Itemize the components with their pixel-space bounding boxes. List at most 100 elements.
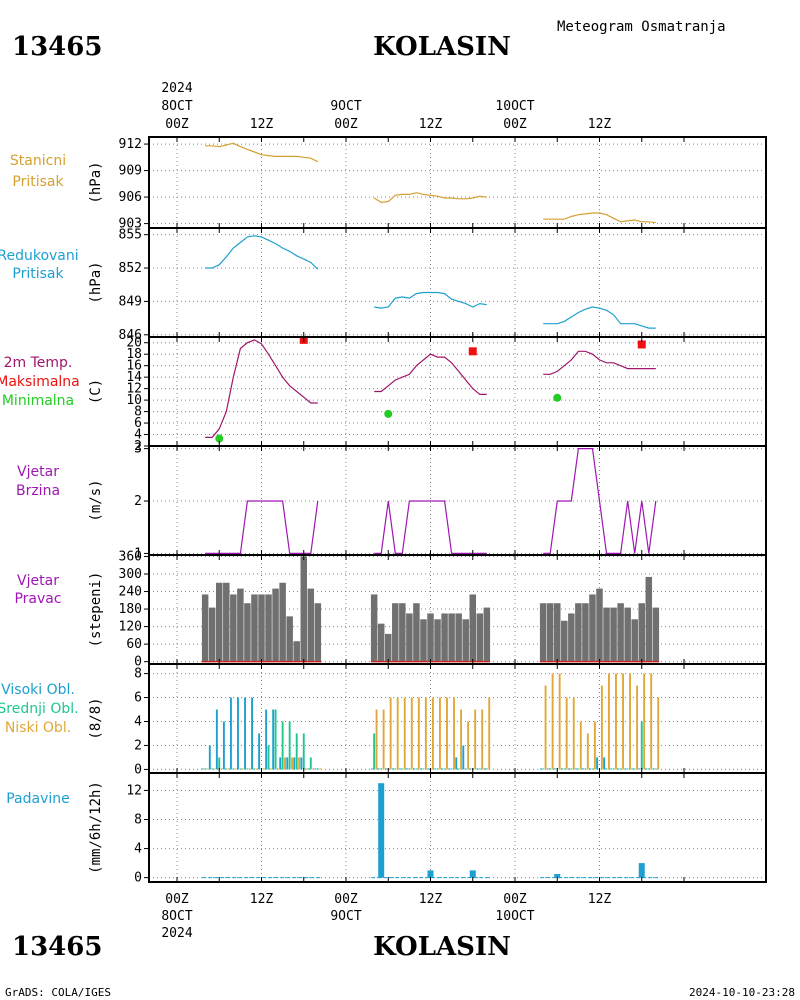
direction-bar bbox=[265, 594, 272, 662]
bottom-time-label: 00Z bbox=[334, 892, 358, 907]
y-tick-label: 16 bbox=[126, 359, 142, 374]
y-tick-label: 0 bbox=[134, 762, 142, 777]
direction-bar bbox=[307, 588, 315, 662]
cloud-bar bbox=[657, 697, 660, 770]
direction-bar bbox=[223, 582, 230, 662]
cloud-bar bbox=[582, 768, 584, 770]
direction-bar bbox=[258, 594, 265, 662]
y-axis-label: (stepeni) bbox=[88, 572, 104, 648]
bottom-time-label: 8OCT bbox=[161, 909, 192, 924]
direction-bar bbox=[546, 603, 554, 662]
direction-bar bbox=[455, 613, 462, 662]
direction-bar bbox=[293, 641, 300, 662]
direction-bar bbox=[483, 607, 491, 662]
panel-label: Vjetar bbox=[17, 573, 59, 589]
cloud-bar bbox=[201, 768, 204, 770]
cloud-bar bbox=[382, 709, 385, 770]
series-line bbox=[205, 235, 319, 270]
y-tick-label: 8 bbox=[134, 667, 142, 682]
y-tick-label: 120 bbox=[119, 620, 142, 635]
top-time-label: 12Z bbox=[250, 117, 274, 132]
cloud-bar bbox=[584, 768, 587, 770]
direction-bar bbox=[575, 603, 582, 662]
series-line bbox=[374, 353, 487, 395]
cloud-bar bbox=[312, 768, 315, 770]
tmax-marker bbox=[468, 347, 477, 356]
cloud-bar bbox=[279, 757, 282, 770]
cloud-bar bbox=[446, 697, 448, 770]
direction-bar bbox=[427, 613, 434, 662]
direction-bar bbox=[377, 623, 385, 662]
panel-label: Vjetar bbox=[17, 464, 59, 480]
direction-bar bbox=[244, 603, 251, 662]
series-line bbox=[543, 448, 657, 555]
cloud-bar bbox=[605, 768, 608, 770]
y-tick-label: 2 bbox=[134, 738, 142, 753]
cloud-bar bbox=[579, 721, 582, 770]
cloud-bar bbox=[551, 673, 554, 770]
direction-bar bbox=[413, 603, 420, 662]
cloud-bar bbox=[204, 768, 207, 770]
bottom-time-label: 10OCT bbox=[495, 909, 534, 924]
direction-bar bbox=[420, 619, 427, 662]
cloud-bar bbox=[408, 768, 411, 770]
precip-bar bbox=[378, 783, 385, 878]
cloud-bar bbox=[394, 768, 397, 770]
cloud-bar bbox=[542, 768, 545, 770]
cloud-bar bbox=[617, 768, 620, 770]
cloud-bar bbox=[476, 768, 479, 770]
cloud-bar bbox=[229, 697, 232, 770]
y-tick-label: 8 bbox=[134, 813, 142, 828]
cloud-bar bbox=[316, 768, 319, 770]
station-id-bottom: 13465 bbox=[12, 932, 102, 962]
direction-bar bbox=[476, 613, 484, 662]
y-tick-label: 0 bbox=[134, 655, 142, 670]
panel-label: Maksimalna bbox=[0, 374, 80, 390]
cloud-bar bbox=[565, 697, 568, 770]
direction-bar bbox=[603, 607, 610, 662]
panel-label: Pritisak bbox=[12, 266, 64, 282]
bottom-time-label: 00Z bbox=[165, 892, 189, 907]
series-line bbox=[205, 142, 319, 163]
bottom-time-label: 00Z bbox=[503, 892, 527, 907]
series-line bbox=[373, 192, 487, 204]
y-axis-label: (C) bbox=[88, 379, 104, 404]
series-line bbox=[543, 350, 656, 375]
cloud-bar bbox=[262, 768, 265, 770]
cloud-bar bbox=[258, 733, 261, 770]
cloud-bar bbox=[600, 685, 603, 770]
y-tick-label: 4 bbox=[134, 714, 142, 729]
cloud-bar bbox=[424, 697, 427, 770]
cloud-bar bbox=[462, 745, 465, 770]
direction-bar bbox=[385, 633, 392, 662]
cloud-bar bbox=[265, 709, 268, 770]
cloud-bar bbox=[225, 768, 228, 770]
cloud-bar bbox=[305, 768, 308, 770]
direction-bar bbox=[406, 613, 413, 662]
cloud-bar bbox=[272, 709, 275, 770]
direction-bar bbox=[448, 613, 455, 662]
cloud-bar bbox=[281, 721, 284, 770]
y-axis-label: (hPa) bbox=[88, 161, 104, 203]
y-tick-label: 4 bbox=[134, 428, 142, 443]
y-tick-label: 1 bbox=[134, 546, 142, 561]
cloud-bar bbox=[403, 697, 406, 770]
direction-bar bbox=[596, 588, 603, 662]
cloud-bar bbox=[436, 768, 439, 770]
series-line bbox=[205, 500, 319, 555]
cloud-bar bbox=[596, 757, 599, 770]
y-tick-label: 2 bbox=[134, 439, 142, 454]
tmin-marker bbox=[215, 434, 224, 443]
cloud-bar bbox=[572, 697, 575, 770]
cloud-bar bbox=[481, 709, 484, 770]
top-time-label: 12Z bbox=[419, 117, 443, 132]
cloud-bar bbox=[549, 768, 552, 770]
y-tick-label: 360 bbox=[119, 549, 142, 564]
y-axis-label: (mm/6h/12h) bbox=[88, 781, 104, 874]
direction-bar bbox=[208, 607, 216, 662]
bottom-time-label: 2024 bbox=[161, 926, 192, 941]
